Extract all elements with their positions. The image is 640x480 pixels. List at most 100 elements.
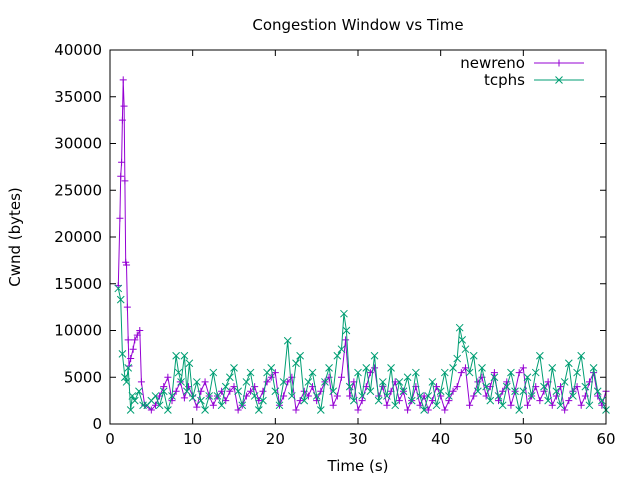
data-point-newreno: [292, 406, 300, 414]
data-point-newreno: [193, 403, 201, 411]
data-point-tcphs: [523, 373, 532, 382]
data-point-tcphs: [494, 392, 503, 400]
data-point-newreno: [127, 355, 135, 363]
data-point-newreno: [354, 406, 362, 414]
data-point-tcphs: [238, 401, 247, 410]
x-tick-label: 40: [431, 430, 450, 448]
data-point-tcphs: [124, 364, 133, 372]
data-point-newreno: [466, 401, 474, 409]
y-tick-label: 5000: [64, 368, 102, 386]
data-point-tcphs: [279, 378, 288, 386]
series-tcphs: [114, 284, 610, 414]
data-point-tcphs: [519, 387, 528, 396]
data-point-tcphs: [164, 406, 172, 414]
data-point-tcphs: [395, 378, 404, 386]
data-point-tcphs: [250, 392, 259, 400]
data-point-newreno: [201, 378, 209, 386]
data-point-tcphs: [217, 401, 226, 410]
data-point-tcphs: [128, 392, 137, 400]
data-point-tcphs: [254, 406, 263, 414]
data-point-newreno: [428, 397, 436, 405]
data-point-tcphs: [507, 368, 515, 377]
data-point-newreno: [395, 397, 403, 405]
data-point-newreno: [552, 392, 560, 400]
data-point-tcphs: [511, 387, 519, 396]
data-point-tcphs: [391, 401, 400, 410]
data-point-tcphs: [564, 359, 573, 368]
data-point-tcphs: [412, 368, 420, 377]
data-point-tcphs: [453, 354, 462, 363]
data-point-newreno: [118, 158, 126, 166]
data-point-tcphs: [370, 351, 379, 360]
data-point-newreno: [433, 383, 441, 391]
data-point-tcphs: [122, 378, 131, 386]
data-point-newreno: [133, 331, 141, 339]
data-point-newreno: [168, 397, 176, 405]
data-point-newreno: [540, 387, 548, 395]
data-point-newreno: [424, 406, 432, 414]
data-point-tcphs: [585, 401, 594, 410]
data-point-newreno: [209, 401, 217, 409]
data-point-tcphs: [135, 387, 143, 396]
data-point-tcphs: [552, 387, 561, 396]
data-point-tcphs: [416, 392, 424, 400]
y-axis-label: Cwnd (bytes): [6, 187, 24, 287]
y-tick-label: 20000: [54, 228, 102, 246]
data-point-newreno: [123, 303, 131, 311]
x-axis-label: Time (s): [327, 457, 389, 475]
data-point-tcphs: [114, 284, 123, 293]
data-point-newreno: [474, 378, 482, 386]
data-point-newreno: [164, 373, 172, 381]
data-point-tcphs: [544, 396, 552, 405]
data-point-tcphs: [283, 336, 292, 345]
data-point-tcphs: [536, 351, 544, 360]
data-point-newreno: [230, 383, 238, 391]
data-point-tcphs: [312, 392, 321, 400]
data-point-tcphs: [589, 364, 598, 372]
data-point-newreno: [445, 397, 453, 405]
data-point-newreno: [222, 397, 230, 405]
data-point-newreno: [151, 401, 159, 409]
data-point-newreno: [503, 378, 511, 386]
data-point-newreno: [461, 364, 469, 372]
data-point-tcphs: [560, 378, 569, 386]
data-point-tcphs: [354, 368, 362, 377]
data-point-newreno: [251, 383, 259, 391]
data-point-tcphs: [502, 382, 511, 391]
data-point-tcphs: [345, 382, 354, 391]
data-point-tcphs: [300, 396, 309, 405]
data-point-newreno: [333, 392, 341, 400]
series-line-tcphs: [117, 288, 607, 412]
data-point-newreno: [271, 369, 279, 377]
data-point-tcphs: [399, 387, 408, 396]
data-point-tcphs: [168, 392, 176, 400]
data-point-tcphs: [445, 392, 453, 400]
data-point-newreno: [313, 397, 321, 405]
data-point-tcphs: [183, 387, 191, 396]
data-point-tcphs: [308, 368, 317, 377]
data-point-tcphs: [155, 401, 164, 410]
data-point-tcphs: [151, 392, 160, 400]
data-point-tcphs: [577, 351, 586, 360]
data-point-tcphs: [246, 368, 255, 377]
data-point-tcphs: [234, 387, 242, 396]
x-tick-label: 50: [514, 430, 533, 448]
data-point-newreno: [296, 397, 304, 405]
data-point-tcphs: [201, 406, 209, 414]
data-point-tcphs: [486, 396, 495, 405]
data-point-newreno: [453, 383, 461, 391]
data-point-newreno: [437, 392, 445, 400]
data-point-tcphs: [340, 309, 348, 318]
data-point-tcphs: [350, 396, 358, 405]
data-point-tcphs: [527, 392, 536, 400]
data-point-newreno: [457, 369, 465, 377]
data-point-tcphs: [358, 392, 366, 400]
data-point-tcphs: [337, 345, 346, 354]
data-point-newreno: [490, 369, 498, 377]
data-point-tcphs: [275, 401, 284, 410]
data-point-tcphs: [573, 368, 581, 377]
data-point-tcphs: [304, 378, 313, 386]
data-point-newreno: [441, 406, 449, 414]
